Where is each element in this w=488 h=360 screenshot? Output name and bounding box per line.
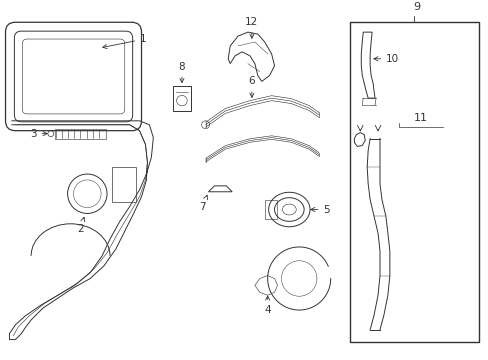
Text: 1: 1: [102, 34, 146, 49]
Text: 9: 9: [412, 3, 419, 12]
Text: 7: 7: [199, 195, 207, 212]
Bar: [112, 167, 135, 202]
Text: 11: 11: [413, 113, 427, 123]
Text: 12: 12: [245, 17, 258, 38]
Text: 10: 10: [373, 54, 399, 64]
Bar: [173, 86, 190, 111]
Text: 5: 5: [310, 204, 329, 215]
Text: 8: 8: [178, 62, 185, 83]
Text: 6: 6: [248, 76, 255, 98]
Text: 3: 3: [30, 129, 47, 139]
Bar: [55, 129, 106, 139]
Text: 4: 4: [264, 296, 270, 315]
Text: 2: 2: [77, 217, 85, 234]
Bar: [264, 200, 276, 219]
Bar: [350, 22, 478, 342]
